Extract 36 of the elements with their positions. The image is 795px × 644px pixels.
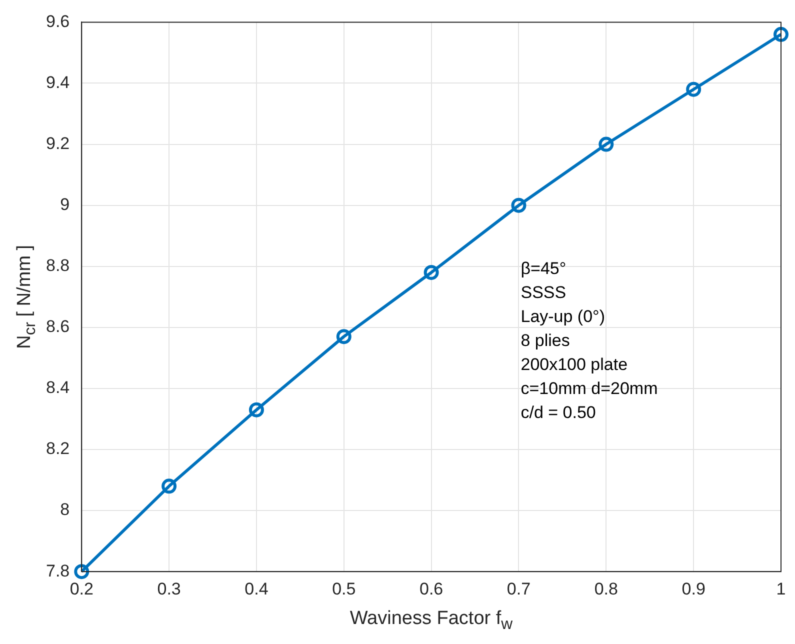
y-tick-label: 9.2 <box>46 134 70 153</box>
y-tick-label: 8.4 <box>46 378 70 398</box>
annotation: c=10mm d=20mm <box>520 378 658 400</box>
point <box>686 82 702 97</box>
y-tick-label: 9.6 <box>46 12 70 31</box>
y-tick-label: 8.6 <box>46 317 70 336</box>
x-tick-label: 0.8 <box>594 579 618 598</box>
x-tick-label: 0.4 <box>244 579 268 598</box>
x-tick-label: 0.7 <box>506 579 531 598</box>
y-tick-label: 9 <box>60 195 70 214</box>
x-axis-title: Waviness Factor f$_{w}$ <box>350 608 513 634</box>
point <box>774 26 788 42</box>
annotation: SSSS <box>520 282 568 304</box>
point <box>336 329 352 344</box>
annotation: Lay-up (0°) <box>520 306 606 328</box>
point <box>74 564 90 580</box>
x-tick-label: 1 <box>776 579 786 598</box>
annotation: c/d = 0.50 <box>520 402 597 424</box>
y-tick-label: 7.8 <box>46 561 70 580</box>
y-tick-label: 8.2 <box>46 439 70 458</box>
y-tick-label: 8.8 <box>46 256 70 276</box>
y-tick-label: 8 <box>60 500 70 520</box>
annotation: β=45° <box>520 258 568 280</box>
annotation: 200x100 plate <box>520 354 629 376</box>
x-tick-label: 0.5 <box>332 579 356 598</box>
y-tick-label: 9.4 <box>46 72 70 92</box>
point <box>598 136 614 152</box>
annotation: 8 plies <box>520 330 571 352</box>
point <box>424 264 439 280</box>
x-tick-label: 0.2 <box>70 579 94 598</box>
x-tick-label: 0.6 <box>419 579 444 598</box>
point <box>511 198 526 213</box>
point <box>162 478 177 494</box>
x-tick-label: 0.9 <box>682 579 706 598</box>
point <box>248 402 264 418</box>
x-tick-label: 0.3 <box>157 579 181 598</box>
